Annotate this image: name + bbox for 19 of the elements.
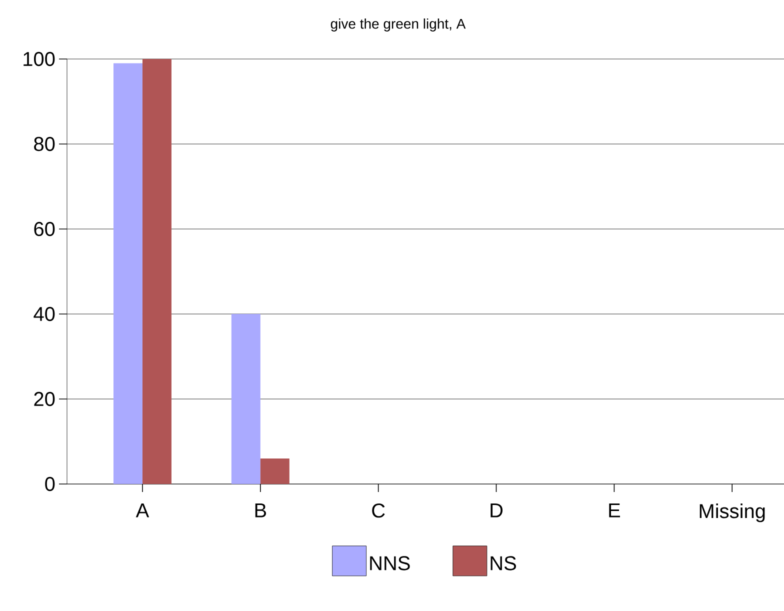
bar xyxy=(231,314,260,484)
bar xyxy=(142,59,172,484)
y-tick-label: 80 xyxy=(34,136,55,152)
x-tick-label: A xyxy=(136,504,150,518)
x-tick-label: B xyxy=(255,504,266,518)
bar xyxy=(113,63,142,484)
x-tick-label: D xyxy=(490,504,503,518)
y-tick-label: 0 xyxy=(45,476,55,492)
x-tick-label: Missing xyxy=(700,504,765,522)
x-tick-label: E xyxy=(609,504,620,518)
legend-label: NNS xyxy=(370,556,410,570)
y-tick-label: 20 xyxy=(34,392,55,406)
bar xyxy=(260,458,290,484)
x-tick-label: C xyxy=(372,504,385,518)
y-tick-label: 40 xyxy=(34,306,55,322)
y-tick-label: 60 xyxy=(34,222,55,236)
y-tick-label: 100 xyxy=(24,52,55,66)
legend-label: NS xyxy=(490,556,516,570)
chart-title: give the green light, A xyxy=(330,18,466,32)
